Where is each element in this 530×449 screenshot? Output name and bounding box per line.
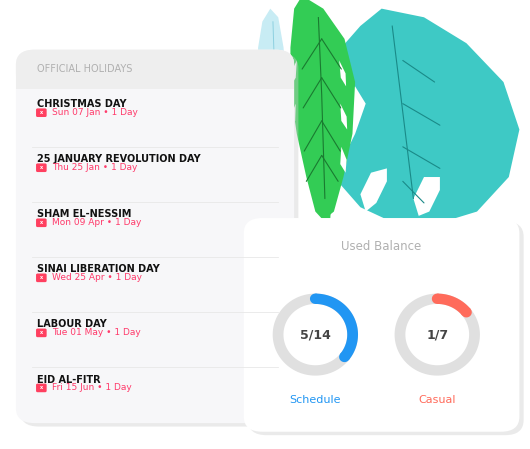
Polygon shape [461, 307, 472, 317]
Polygon shape [340, 104, 347, 129]
Text: Fri 15 Jun • 1 Day: Fri 15 Jun • 1 Day [52, 383, 131, 392]
Polygon shape [395, 294, 480, 376]
Polygon shape [273, 294, 358, 376]
Polygon shape [315, 294, 358, 360]
Polygon shape [322, 194, 331, 233]
Polygon shape [339, 352, 350, 362]
Text: OFFICIAL HOLIDAYS: OFFICIAL HOLIDAYS [37, 64, 132, 74]
Text: Sun 07 Jan • 1 Day: Sun 07 Jan • 1 Day [52, 108, 138, 117]
Polygon shape [340, 147, 347, 173]
Polygon shape [290, 0, 355, 220]
Text: Schedule: Schedule [289, 395, 341, 405]
Text: CHRISTMAS DAY: CHRISTMAS DAY [37, 99, 127, 109]
FancyBboxPatch shape [248, 221, 524, 435]
FancyBboxPatch shape [16, 50, 294, 88]
Text: Casual: Casual [419, 395, 456, 405]
FancyBboxPatch shape [36, 163, 47, 172]
Text: 25 JANUARY REVOLUTION DAY: 25 JANUARY REVOLUTION DAY [37, 154, 201, 164]
FancyBboxPatch shape [20, 53, 298, 427]
Text: Thu 25 Jan • 1 Day: Thu 25 Jan • 1 Day [52, 163, 137, 172]
Text: x: x [40, 110, 43, 115]
Text: x: x [40, 330, 43, 335]
Text: LABOUR DAY: LABOUR DAY [37, 320, 107, 330]
Text: x: x [40, 385, 43, 391]
Polygon shape [334, 86, 366, 155]
Text: x: x [40, 220, 43, 225]
Polygon shape [432, 294, 443, 304]
Polygon shape [257, 9, 286, 203]
Text: 1/7: 1/7 [426, 328, 448, 341]
Polygon shape [290, 61, 297, 86]
Text: SHAM EL-NESSIM: SHAM EL-NESSIM [37, 209, 131, 220]
FancyBboxPatch shape [36, 273, 47, 282]
Polygon shape [437, 294, 471, 316]
Polygon shape [290, 104, 296, 129]
Polygon shape [318, 9, 519, 224]
Text: Tue 01 May • 1 Day: Tue 01 May • 1 Day [52, 328, 140, 337]
Text: Mon 09 Apr • 1 Day: Mon 09 Apr • 1 Day [52, 218, 142, 227]
FancyBboxPatch shape [36, 219, 47, 227]
Text: Wed 25 Apr • 1 Day: Wed 25 Apr • 1 Day [52, 273, 142, 282]
Text: Used Balance: Used Balance [341, 240, 422, 253]
Text: SINAI LIBERATION DAY: SINAI LIBERATION DAY [37, 264, 160, 274]
Polygon shape [310, 294, 321, 304]
Text: EID AL-FITR: EID AL-FITR [37, 374, 101, 384]
FancyBboxPatch shape [16, 69, 294, 88]
FancyBboxPatch shape [36, 383, 47, 392]
Polygon shape [413, 177, 440, 216]
FancyBboxPatch shape [244, 218, 519, 432]
FancyBboxPatch shape [36, 108, 47, 117]
Text: 5/14: 5/14 [300, 328, 331, 341]
FancyBboxPatch shape [36, 329, 47, 337]
Polygon shape [360, 168, 387, 211]
FancyBboxPatch shape [16, 50, 294, 423]
Text: x: x [40, 165, 43, 170]
Polygon shape [290, 147, 297, 173]
Text: x: x [40, 275, 43, 280]
Polygon shape [339, 61, 346, 86]
